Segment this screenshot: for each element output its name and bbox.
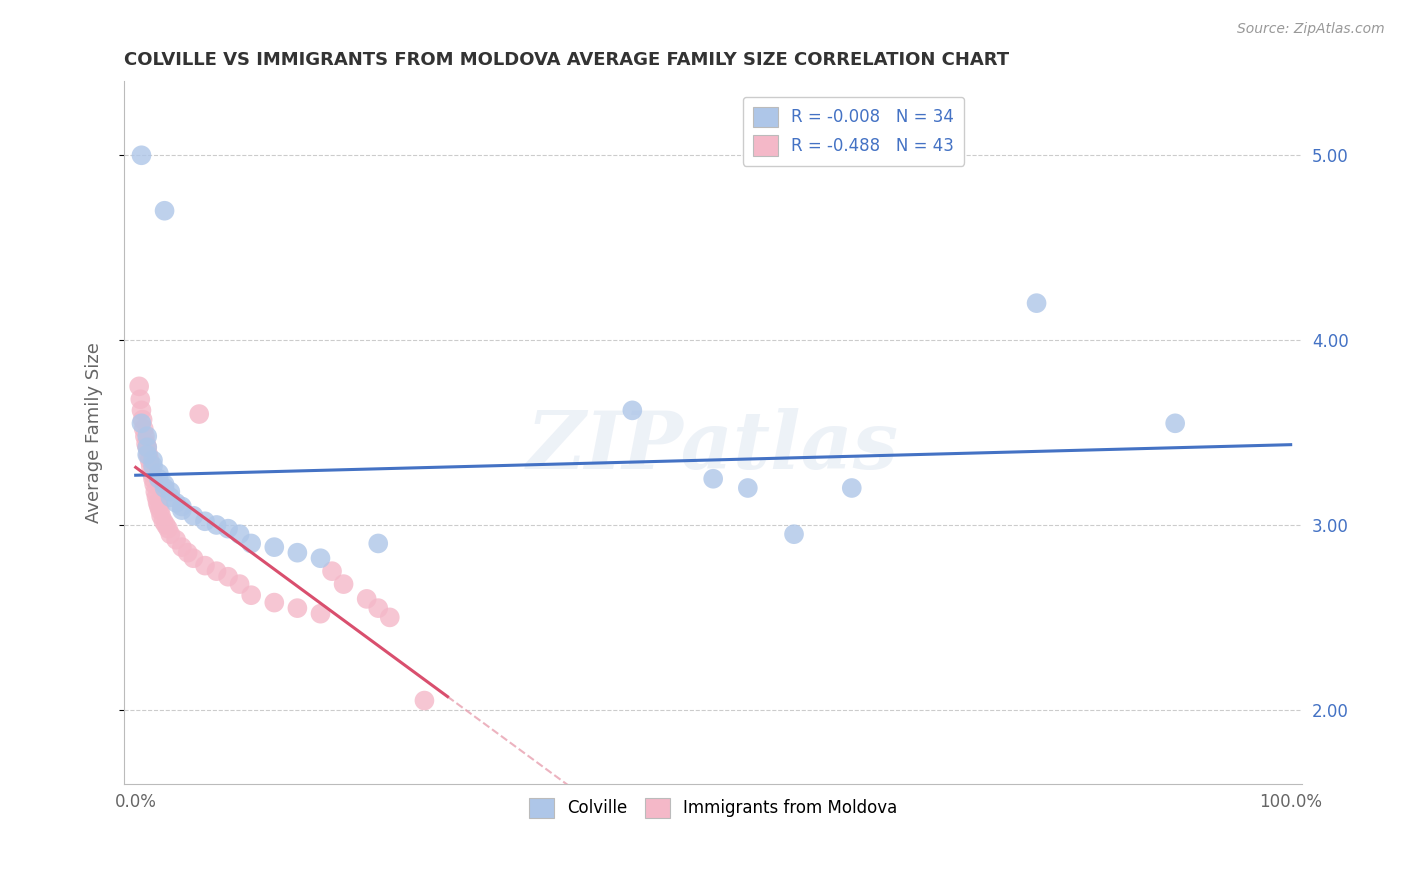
Point xyxy=(136,440,159,454)
Point xyxy=(139,458,162,473)
Point xyxy=(263,540,285,554)
Point xyxy=(141,466,163,480)
Point xyxy=(131,403,153,417)
Point xyxy=(136,429,159,443)
Point xyxy=(136,440,159,454)
Point xyxy=(183,551,205,566)
Point xyxy=(157,522,180,536)
Point xyxy=(148,472,170,486)
Point xyxy=(309,551,332,566)
Point xyxy=(1164,417,1187,431)
Point xyxy=(205,518,228,533)
Point xyxy=(309,607,332,621)
Point xyxy=(263,596,285,610)
Point xyxy=(136,448,159,462)
Point xyxy=(138,448,160,462)
Point xyxy=(194,514,217,528)
Point xyxy=(228,527,250,541)
Point xyxy=(287,601,309,615)
Point xyxy=(134,429,156,443)
Point xyxy=(131,417,153,431)
Point xyxy=(142,458,165,473)
Point xyxy=(146,496,169,510)
Point xyxy=(217,522,239,536)
Point xyxy=(135,436,157,450)
Point xyxy=(176,546,198,560)
Point xyxy=(841,481,863,495)
Point xyxy=(131,148,153,162)
Point xyxy=(155,518,177,533)
Point xyxy=(153,203,176,218)
Point xyxy=(217,570,239,584)
Point xyxy=(142,453,165,467)
Point xyxy=(413,693,436,707)
Point xyxy=(1025,296,1047,310)
Point xyxy=(240,536,263,550)
Point xyxy=(183,508,205,523)
Point xyxy=(170,503,193,517)
Point xyxy=(356,591,378,606)
Point xyxy=(367,536,389,550)
Point xyxy=(152,514,174,528)
Point xyxy=(240,588,263,602)
Point xyxy=(132,422,155,436)
Point xyxy=(159,484,181,499)
Point xyxy=(143,477,166,491)
Point xyxy=(153,477,176,491)
Legend: Colville, Immigrants from Moldova: Colville, Immigrants from Moldova xyxy=(523,791,904,824)
Point xyxy=(165,533,187,547)
Point xyxy=(149,503,172,517)
Point xyxy=(165,496,187,510)
Point xyxy=(702,472,724,486)
Point xyxy=(129,392,152,407)
Point xyxy=(143,484,166,499)
Point xyxy=(150,508,173,523)
Point xyxy=(153,481,176,495)
Point xyxy=(621,403,644,417)
Y-axis label: Average Family Size: Average Family Size xyxy=(86,343,103,523)
Point xyxy=(170,500,193,514)
Point xyxy=(148,500,170,514)
Point xyxy=(138,453,160,467)
Point xyxy=(205,564,228,578)
Point xyxy=(148,466,170,480)
Point xyxy=(367,601,389,615)
Point xyxy=(145,490,167,504)
Text: ZIPatlas: ZIPatlas xyxy=(527,408,900,485)
Point xyxy=(194,558,217,573)
Point xyxy=(378,610,401,624)
Point xyxy=(228,577,250,591)
Point xyxy=(188,407,211,421)
Point xyxy=(131,412,153,426)
Point xyxy=(128,379,150,393)
Point xyxy=(783,527,806,541)
Point xyxy=(287,546,309,560)
Point xyxy=(170,540,193,554)
Point xyxy=(321,564,343,578)
Point xyxy=(332,577,354,591)
Point xyxy=(159,527,181,541)
Point xyxy=(159,490,181,504)
Text: Source: ZipAtlas.com: Source: ZipAtlas.com xyxy=(1237,22,1385,37)
Point xyxy=(142,472,165,486)
Text: COLVILLE VS IMMIGRANTS FROM MOLDOVA AVERAGE FAMILY SIZE CORRELATION CHART: COLVILLE VS IMMIGRANTS FROM MOLDOVA AVER… xyxy=(124,51,1010,69)
Point xyxy=(737,481,759,495)
